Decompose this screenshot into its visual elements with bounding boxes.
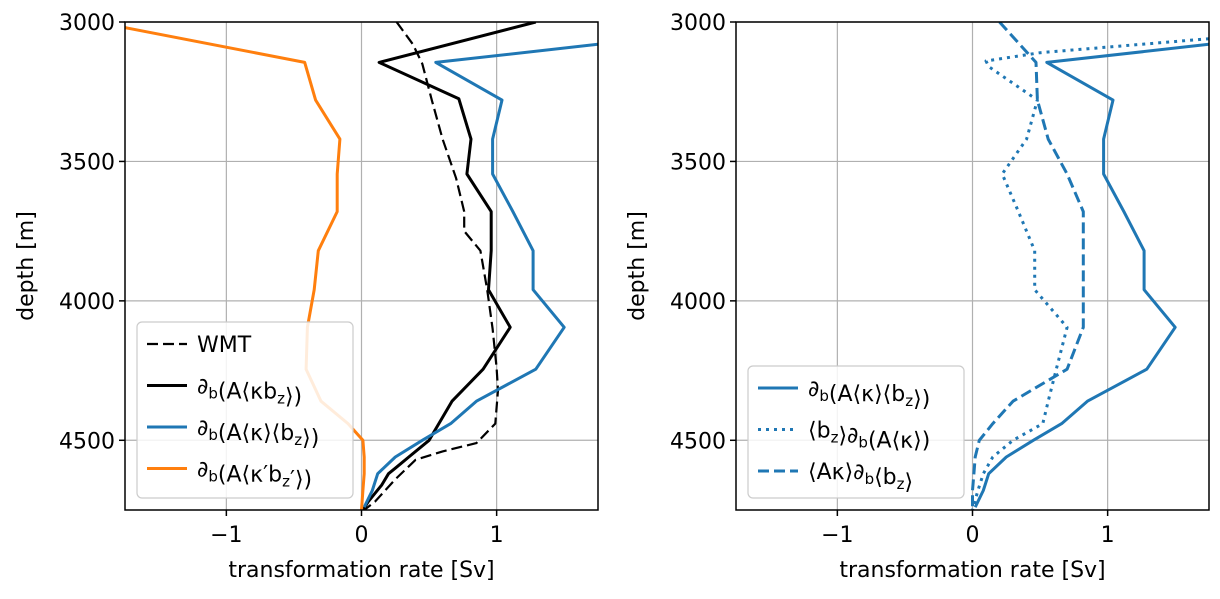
legend-label: ∂b(A⟨κ⟩⟨bz⟩) <box>197 416 319 451</box>
y-tick-label: 4500 <box>59 429 115 454</box>
y-tick-label: 3000 <box>59 11 115 36</box>
legend-box <box>136 321 354 499</box>
y-axis-label: depth [m] <box>14 211 39 321</box>
legend: ∂b(A⟨κ⟩⟨bz⟩) ⟨bz⟩∂b(A⟨κ⟩) ⟨Aκ⟩∂b⟨bz⟩ <box>747 365 965 499</box>
legend-box <box>747 365 965 499</box>
legend-label: ∂b(A⟨κbz⟩) <box>197 375 302 410</box>
right-plot-panel: −1 0 1 3000 3500 4000 4500 transformation rate … <box>625 11 1210 583</box>
x-tick-label: −1 <box>210 523 242 548</box>
x-axis-label: transformation rate [Sv] <box>228 558 494 583</box>
x-axis-label: transformation rate [Sv] <box>839 558 1105 583</box>
series-line-2 <box>361 22 537 510</box>
x-tick-label: 1 <box>490 523 504 548</box>
y-tick-label: 3500 <box>59 150 115 175</box>
y-axis-label: depth [m] <box>625 211 650 321</box>
legend-label: ⟨Aκ⟩∂b⟨bz⟩ <box>808 460 913 495</box>
y-tick-label: 3000 <box>670 11 726 36</box>
series-line-2 <box>971 37 1209 510</box>
legend-label: ∂b(A⟨κ⟩⟨bz⟩) <box>808 377 930 412</box>
y-tick-label: 4500 <box>670 429 726 454</box>
series-line-3 <box>971 22 1085 510</box>
y-tick-label: 4000 <box>59 290 115 315</box>
x-tick-label: −1 <box>821 523 853 548</box>
series-group <box>971 22 1209 510</box>
legend: WMT ∂b(A⟨κbz⟩) ∂b(A⟨κ⟩⟨bz⟩) ∂b(A⟨κ′bz′⟩) <box>136 321 354 499</box>
legend-label: WMT <box>197 333 252 358</box>
x-tick-label: 0 <box>355 523 369 548</box>
y-tick-label: 4000 <box>670 290 726 315</box>
series-line-1 <box>363 22 500 510</box>
legend-label: ⟨bz⟩∂b(A⟨κ⟩) <box>808 419 930 454</box>
x-tick-label: 0 <box>966 523 980 548</box>
legend-label: ∂b(A⟨κ′bz′⟩) <box>197 458 312 493</box>
left-plot-panel: −1 0 1 3000 3500 4000 4500 transformation rate … <box>14 11 599 583</box>
y-tick-label: 3500 <box>670 150 726 175</box>
x-tick-label: 1 <box>1101 523 1115 548</box>
series-line-3 <box>362 42 598 508</box>
series-line-1 <box>973 42 1209 508</box>
